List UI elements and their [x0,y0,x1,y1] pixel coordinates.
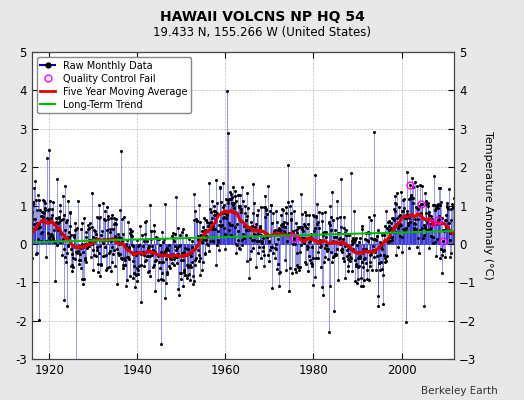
Y-axis label: Temperature Anomaly (°C): Temperature Anomaly (°C) [483,131,493,280]
Text: Berkeley Earth: Berkeley Earth [421,386,498,396]
Text: HAWAII VOLCNS NP HQ 54: HAWAII VOLCNS NP HQ 54 [160,10,364,24]
Text: 19.433 N, 155.266 W (United States): 19.433 N, 155.266 W (United States) [153,26,371,39]
Legend: Raw Monthly Data, Quality Control Fail, Five Year Moving Average, Long-Term Tren: Raw Monthly Data, Quality Control Fail, … [37,57,191,113]
